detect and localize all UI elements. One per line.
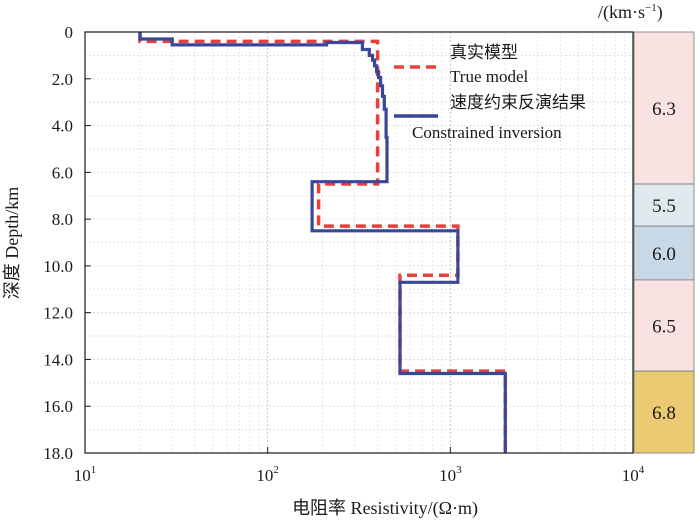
velocity-layer-block xyxy=(633,31,695,185)
x-tick-label: 101 xyxy=(74,464,97,485)
velocity-layer-block xyxy=(633,370,695,454)
y-tick-label: 2.0 xyxy=(52,70,73,89)
x-tick-label: 104 xyxy=(622,464,645,485)
x-axis-title: 电阻率 Resistivity/(Ω·m) xyxy=(292,498,478,519)
velocity-layer-value: 6.3 xyxy=(652,99,676,120)
velocity-column: 6.3 5.5 6.0 6.5 6.8 xyxy=(633,31,695,454)
x-tick-label: 102 xyxy=(256,464,279,485)
velocity-layer-value: 6.0 xyxy=(652,244,676,265)
velocity-layer-value: 6.8 xyxy=(652,403,676,424)
x-tick-label: 103 xyxy=(439,464,462,485)
legend-label-inversion-en: Constrained inversion xyxy=(412,123,562,142)
series-layer xyxy=(138,32,508,453)
y-axis-title: 深度 Depth/km xyxy=(2,187,22,300)
y-tick-label: 6.0 xyxy=(52,163,73,182)
y-tick-label: 16.0 xyxy=(43,397,73,416)
legend-label-true-model-zh: 真实模型 xyxy=(450,43,518,62)
legend-label-inversion-zh: 速度约束反演结果 xyxy=(450,93,586,112)
y-tick-label: 14.0 xyxy=(43,350,73,369)
y-tick-label: 10.0 xyxy=(43,257,73,276)
series-inversion-line xyxy=(138,32,507,453)
velocity-unit-label: /(km·s−1) xyxy=(598,2,663,23)
y-tick-label: 0 xyxy=(65,23,74,42)
velocity-layer-value: 5.5 xyxy=(652,196,676,217)
y-tick-label: 8.0 xyxy=(52,210,73,229)
velocity-layer-value: 6.5 xyxy=(652,317,676,338)
y-tick-label: 18.0 xyxy=(43,444,73,463)
grid-lines xyxy=(85,32,633,453)
y-tick-label: 4.0 xyxy=(52,117,73,136)
y-tick-label: 12.0 xyxy=(43,304,73,323)
velocity-layer-block xyxy=(633,225,695,281)
legend-label-true-model-en: True model xyxy=(450,67,529,86)
velocity-layer-block xyxy=(633,279,695,372)
plot-frame xyxy=(84,31,634,454)
axes-layer xyxy=(84,31,634,454)
legend: 真实模型 True model 速度约束反演结果 Constrained inv… xyxy=(394,43,586,142)
series-true-model-line xyxy=(138,32,508,453)
